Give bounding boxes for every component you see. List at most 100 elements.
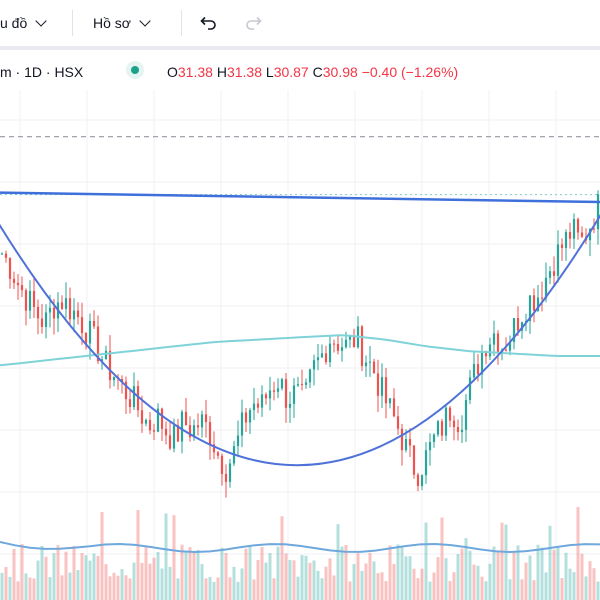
volume-bar bbox=[472, 564, 476, 600]
volume-bar bbox=[252, 579, 256, 600]
candle-body bbox=[48, 307, 52, 313]
candle-body bbox=[580, 232, 584, 237]
high-value: 31.38 bbox=[226, 64, 262, 80]
candle-body bbox=[52, 307, 56, 319]
toolbar-separator bbox=[72, 10, 73, 36]
volume-bar bbox=[140, 562, 144, 600]
candle-body bbox=[560, 244, 564, 248]
volume-bar bbox=[500, 522, 504, 600]
volume-bar bbox=[364, 563, 368, 600]
volume-bar bbox=[192, 551, 196, 600]
candle-body bbox=[436, 421, 440, 435]
candle-body bbox=[304, 382, 308, 385]
volume-bar bbox=[356, 553, 360, 600]
volume-bar bbox=[48, 577, 52, 600]
volume-bar bbox=[16, 581, 20, 600]
candle-body bbox=[404, 439, 408, 451]
volume-bar bbox=[104, 564, 108, 600]
candle-body bbox=[168, 435, 172, 449]
candle-body bbox=[376, 373, 380, 396]
redo-icon bbox=[246, 16, 262, 30]
volume-bar bbox=[420, 568, 424, 600]
volume-bar bbox=[284, 553, 288, 600]
price-chart[interactable] bbox=[0, 90, 600, 600]
volume-bar bbox=[568, 568, 572, 600]
volume-bar bbox=[8, 576, 12, 600]
candle-body bbox=[204, 414, 208, 423]
candle-body bbox=[440, 421, 444, 436]
candle-body bbox=[104, 350, 108, 360]
candle-body bbox=[12, 278, 16, 283]
ohlc-values: O31.38 H31.38 L30.87 C30.98 −0.40 (−1.26… bbox=[167, 64, 458, 80]
volume-bar bbox=[24, 573, 28, 600]
volume-bar bbox=[276, 546, 280, 600]
profile-label: Hồ sơ bbox=[93, 15, 131, 31]
chart-type-dropdown[interactable]: u đồ bbox=[0, 9, 47, 37]
volume-bar bbox=[424, 522, 428, 600]
volume-bar bbox=[56, 545, 60, 600]
volume-bar bbox=[388, 545, 392, 600]
candle-body bbox=[244, 412, 248, 423]
candle-body bbox=[196, 425, 200, 428]
chevron-down-icon bbox=[35, 15, 47, 27]
candle-body bbox=[424, 450, 428, 476]
volume-bar bbox=[372, 561, 376, 600]
volume-bar bbox=[584, 576, 588, 600]
volume-bar bbox=[552, 549, 556, 600]
undo-icon bbox=[200, 16, 216, 30]
volume-bar bbox=[392, 563, 396, 600]
candle-body bbox=[0, 253, 4, 255]
market-status-dot-icon[interactable] bbox=[126, 61, 144, 79]
candle-body bbox=[212, 444, 216, 453]
volume-bar bbox=[228, 577, 232, 600]
volume-bar bbox=[564, 552, 568, 600]
volume-bar bbox=[28, 577, 32, 600]
volume-bar bbox=[324, 566, 328, 600]
volume-bar bbox=[468, 550, 472, 600]
low-value: 30.87 bbox=[273, 64, 309, 80]
candle-body bbox=[328, 343, 332, 363]
candle-body bbox=[428, 441, 432, 451]
volume-bar bbox=[360, 570, 364, 600]
candle-body bbox=[72, 310, 76, 320]
candle-body bbox=[180, 411, 184, 442]
volume-bar bbox=[448, 580, 452, 600]
candle-body bbox=[512, 318, 516, 342]
volume-bar bbox=[340, 546, 344, 600]
volume-bar bbox=[320, 578, 324, 600]
candle-body bbox=[256, 403, 260, 408]
candle-body bbox=[396, 416, 400, 429]
volume-bar bbox=[20, 544, 24, 600]
volume-bar bbox=[84, 555, 88, 600]
candle-body bbox=[64, 298, 68, 309]
volume-bar bbox=[572, 572, 576, 600]
volume-bar bbox=[88, 560, 92, 600]
volume-bar bbox=[352, 564, 356, 600]
profile-dropdown[interactable]: Hồ sơ bbox=[93, 9, 151, 37]
chart-type-label: u đồ bbox=[0, 15, 28, 31]
volume-bar bbox=[404, 556, 408, 600]
candle-body bbox=[348, 336, 352, 340]
symbol-info[interactable]: m · 1D · HSX bbox=[0, 64, 84, 80]
volume-bar bbox=[160, 568, 164, 600]
close-label: C bbox=[312, 64, 323, 80]
candle-body bbox=[544, 277, 548, 299]
candle-body bbox=[548, 271, 552, 278]
symbol-legend: m · 1D · HSX O31.38 H31.38 L30.87 C30.98… bbox=[0, 60, 600, 82]
volume-bar bbox=[408, 556, 412, 600]
candle-body bbox=[264, 394, 268, 399]
redo-button[interactable] bbox=[244, 9, 266, 37]
candle-body bbox=[412, 445, 416, 475]
volume-bar bbox=[588, 561, 592, 600]
volume-bar bbox=[540, 547, 544, 600]
undo-button[interactable] bbox=[198, 9, 220, 37]
candle-body bbox=[592, 228, 596, 230]
volume-bar bbox=[432, 572, 436, 600]
volume-bar bbox=[128, 578, 132, 600]
open-value: 31.38 bbox=[177, 64, 213, 80]
volume-bar bbox=[32, 578, 36, 600]
volume-bar bbox=[60, 575, 64, 600]
candle-body bbox=[124, 381, 128, 400]
volume-bar bbox=[496, 551, 500, 600]
candle-body bbox=[260, 394, 264, 408]
